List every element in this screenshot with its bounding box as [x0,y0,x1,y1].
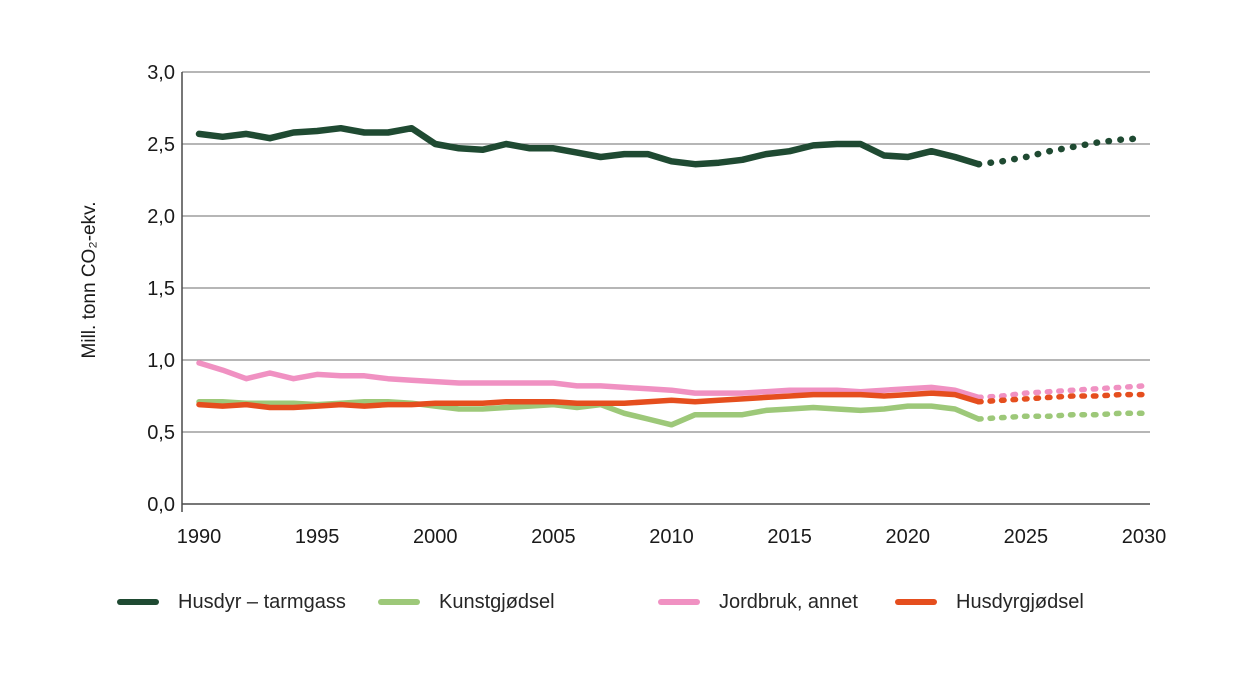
y-axis-tick-labels: 0,0 0,5 1,0 1,5 2,0 2,5 3,0 [147,62,175,516]
y-tick-label: 2,5 [147,134,175,156]
legend-item-husdyrgjodsel: Husdyrgjødsel [895,586,1084,618]
x-tick-label: 1995 [295,526,340,548]
legend-label-husdyr-tarmgass: Husdyr – tarmgass [178,590,346,613]
series-line-dotted-projection [975,383,1147,401]
y-tick-label: 1,0 [147,350,175,372]
legend-label-jordbruk-annet: Jordbruk, annet [719,590,858,613]
series-line-solid [196,360,982,401]
legend-swatch-jordbruk-annet [658,599,700,605]
legend-item-husdyr-tarmgass: Husdyr – tarmgass [117,586,346,618]
legend-label-kunstgjodsel: Kunstgjødsel [439,590,555,613]
legend-label-husdyrgjodsel: Husdyrgjødsel [956,590,1084,613]
y-tick-label: 0,0 [147,494,175,516]
series-line-dotted-projection [975,134,1148,168]
x-tick-label: 2030 [1122,526,1167,548]
axes [181,72,1150,512]
x-axis-tick-labels: 1990 1995 2000 2005 2010 2015 2020 2025 2030 [177,526,1167,548]
legend-swatch-kunstgjodsel [378,599,420,605]
x-tick-label: 2005 [531,526,576,548]
series-line-solid [196,390,982,411]
chart-legend: Husdyr – tarmgass Kunstgjødsel Jordbruk,… [0,586,1241,626]
series-line-dotted-projection [975,391,1147,405]
y-tick-label: 0,5 [147,422,175,444]
legend-item-jordbruk-annet: Jordbruk, annet [658,586,858,618]
x-tick-label: 2015 [767,526,812,548]
series-line-dotted-projection [975,410,1147,422]
y-tick-label: 1,5 [147,278,175,300]
x-tick-label: 2025 [1004,526,1049,548]
x-tick-label: 2020 [886,526,931,548]
legend-item-kunstgjodsel: Kunstgjødsel [378,586,555,618]
y-axis-title: Mill. tonn CO₂-ekv. [79,202,100,359]
x-tick-label: 2000 [413,526,458,548]
legend-swatch-husdyrgjodsel [895,599,937,605]
gridlines [182,71,1150,433]
y-tick-label: 2,0 [147,206,175,228]
y-tick-label: 3,0 [147,62,175,84]
chart-plot-area: 0,0 0,5 1,0 1,5 2,0 2,5 3,0 1990 1995 2000 2005 20… [79,62,1167,548]
legend-swatch-husdyr-tarmgass [117,599,159,605]
series-line-solid [195,124,982,168]
series-lines [195,124,1148,428]
x-tick-label: 2010 [649,526,694,548]
x-tick-label: 1990 [177,526,222,548]
